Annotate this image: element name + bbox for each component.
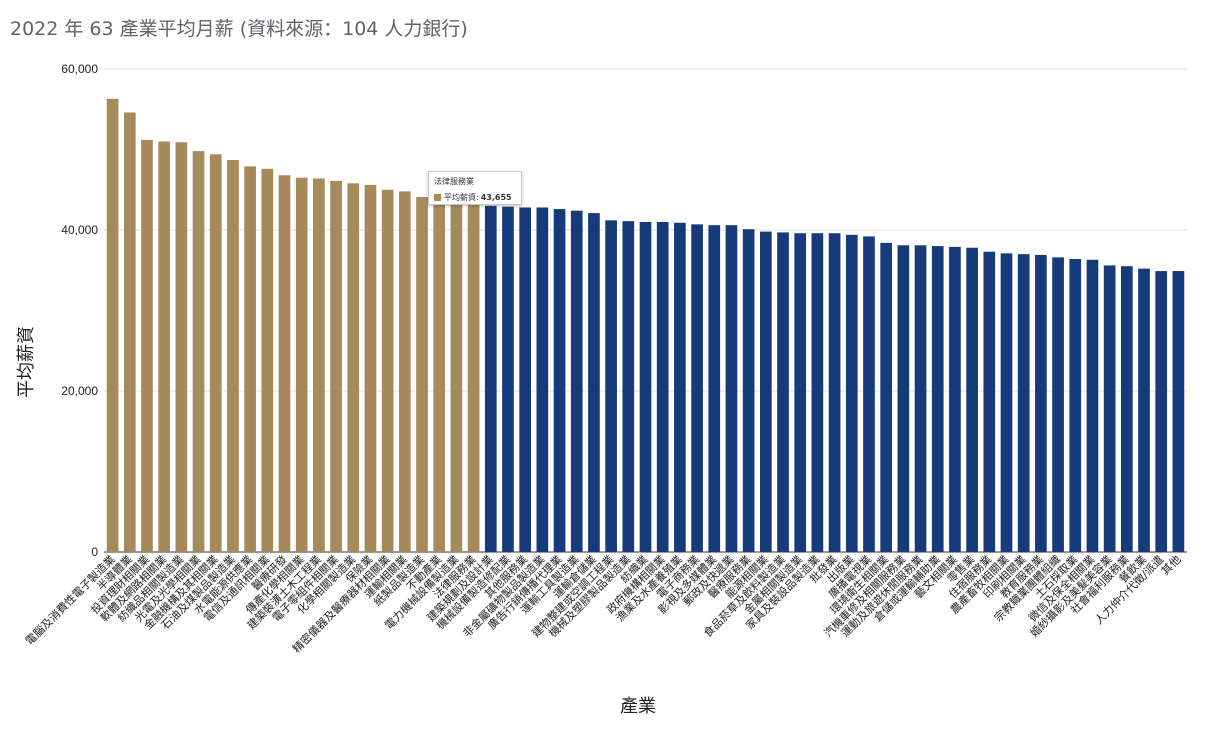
bar[interactable] <box>622 221 635 552</box>
bar[interactable] <box>588 213 600 552</box>
bar[interactable] <box>227 159 239 552</box>
bar[interactable] <box>845 234 858 552</box>
y-tick-label: 60,000 <box>61 62 98 76</box>
bar[interactable] <box>502 206 514 552</box>
bar[interactable] <box>742 229 755 552</box>
bar[interactable] <box>983 251 996 553</box>
bar[interactable] <box>106 98 119 552</box>
bar[interactable] <box>364 184 377 553</box>
bar[interactable] <box>1069 258 1082 552</box>
bar[interactable] <box>398 191 411 553</box>
bar[interactable] <box>880 242 893 552</box>
bar[interactable] <box>708 225 721 553</box>
y-tick-label: 20,000 <box>61 384 98 398</box>
bar[interactable] <box>381 189 394 552</box>
bar[interactable] <box>949 246 961 552</box>
bar[interactable] <box>656 221 669 552</box>
bar[interactable] <box>313 178 325 553</box>
bar[interactable] <box>570 210 583 552</box>
bar[interactable] <box>897 245 910 553</box>
bar[interactable] <box>914 245 927 553</box>
bar[interactable] <box>278 175 291 552</box>
bar[interactable] <box>1172 271 1185 552</box>
y-tick-label: 0 <box>91 545 98 559</box>
bar[interactable] <box>553 209 566 552</box>
bar[interactable] <box>966 247 978 552</box>
y-tick-label: 40,000 <box>61 223 98 237</box>
bar-tooltip: 法律服務業 平均薪資: 43,655 <box>428 171 522 205</box>
bar[interactable] <box>1086 259 1099 552</box>
bar[interactable] <box>244 166 256 552</box>
bar[interactable] <box>1103 265 1116 552</box>
bar[interactable] <box>639 221 652 552</box>
bar[interactable] <box>330 180 342 552</box>
bar[interactable] <box>175 142 188 552</box>
bar[interactable] <box>209 154 222 552</box>
bars <box>106 98 1185 553</box>
bar[interactable] <box>347 183 360 552</box>
bar[interactable] <box>467 200 480 552</box>
bar[interactable] <box>1017 254 1030 552</box>
bar[interactable] <box>536 207 549 552</box>
bar[interactable] <box>1138 268 1150 552</box>
bar[interactable] <box>123 112 136 552</box>
bar[interactable] <box>931 246 944 552</box>
bar[interactable] <box>295 177 308 553</box>
bar[interactable] <box>484 205 497 552</box>
x-axis-ticks: 電腦及消費性電子製造業半導體業投資理財相關業軟體及網路相關業紡織品相關製造業光電… <box>22 552 1183 655</box>
bar[interactable] <box>1035 254 1047 552</box>
bar[interactable] <box>261 168 274 552</box>
bar[interactable] <box>433 198 446 553</box>
x-tick-label: 其他 <box>1159 553 1184 578</box>
chart-title: 2022 年 63 產業平均月薪 (資料來源：104 人力銀行) <box>10 18 468 40</box>
bar[interactable] <box>759 231 772 553</box>
bar[interactable] <box>828 233 841 552</box>
bar[interactable] <box>1120 266 1133 552</box>
y-axis-ticks: 0 20,000 40,000 60,000 <box>61 62 98 559</box>
bar[interactable] <box>416 196 428 552</box>
bar[interactable] <box>863 236 875 552</box>
bar[interactable] <box>450 200 463 552</box>
bar[interactable] <box>725 225 738 553</box>
tooltip-swatch <box>434 194 441 201</box>
bar[interactable] <box>691 224 703 553</box>
bar[interactable] <box>141 139 153 552</box>
bar[interactable] <box>811 233 824 552</box>
x-axis-title: 產業 <box>620 696 656 717</box>
bar[interactable] <box>605 220 617 552</box>
bar[interactable] <box>519 207 532 552</box>
tooltip-series-label: 平均薪資: <box>444 193 479 202</box>
bar[interactable] <box>674 222 686 552</box>
bar[interactable] <box>158 141 171 552</box>
tooltip-value: 43,655 <box>480 193 512 202</box>
bar[interactable] <box>794 233 807 552</box>
bar[interactable] <box>1052 257 1064 552</box>
tooltip-title: 法律服務業 <box>434 177 474 186</box>
y-axis-title: 平均薪資 <box>16 326 37 398</box>
bar[interactable] <box>777 232 789 553</box>
bar[interactable] <box>1000 253 1013 552</box>
bar[interactable] <box>192 151 205 553</box>
bar[interactable] <box>1155 271 1168 552</box>
